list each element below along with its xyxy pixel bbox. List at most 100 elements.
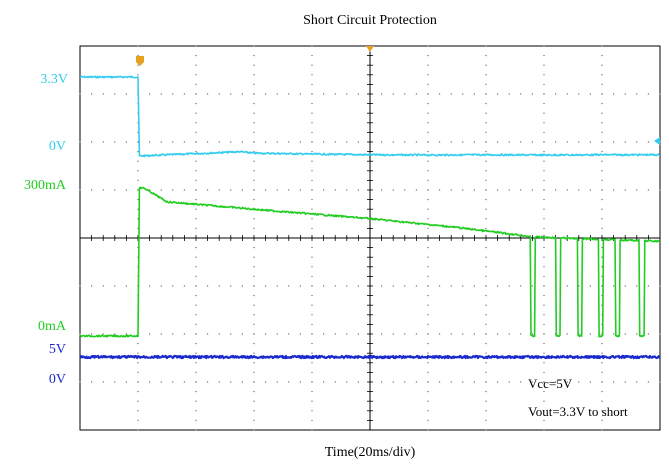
grid-dot [427,131,429,134]
grid-dot [496,93,499,95]
grid-dot [659,285,661,287]
grid-dot [543,122,545,124]
grid-dot [160,189,162,191]
grid-dot [125,381,128,383]
grid-dot [636,189,638,191]
grid-dot [195,208,197,210]
grid-dot [195,256,197,258]
grid-dot [647,381,650,383]
grid-dot [543,419,545,422]
grid-dot [508,189,510,191]
grid-dot [195,371,197,374]
grid-dot [346,189,348,191]
grid-dot [311,390,313,393]
trace-series-3 [79,354,661,360]
grid-dot [114,381,116,383]
grid-dot [276,93,278,95]
grid-dot [636,93,638,95]
grid-dot [218,189,220,191]
grid-dot [543,227,545,230]
grid-dot [543,246,545,249]
grid-dot [438,141,441,143]
grid-dot [473,141,476,143]
grid-dot [195,64,197,66]
grid-dot [288,141,290,143]
grid-dot [195,150,197,153]
grid-dot [172,333,174,335]
grid-dot [276,285,278,287]
grid-dot [508,93,510,95]
grid-dot [172,141,174,143]
grid-dot [90,285,93,287]
grid-dot [659,93,661,95]
grid-dot [612,189,615,191]
grid-dot [473,93,476,95]
grid-dot [647,189,650,191]
grid-dot [543,410,545,412]
grid-dot [636,381,638,383]
grid-dot [137,419,139,422]
grid-dot [137,371,139,374]
grid-dot [195,362,197,364]
grid-dot [253,246,255,249]
grid-dot [427,227,429,230]
grid-dot [357,285,360,287]
grid-dot [218,141,220,143]
grid-dot [334,93,336,95]
grid-dot [148,381,151,383]
grid-dot [578,93,580,95]
grid-dot [601,371,603,374]
grid-dot [601,381,603,383]
grid-dot [137,352,139,354]
grid-dot [427,74,429,76]
grid-dot [137,160,139,162]
grid-dot [520,381,522,383]
grid-dot [485,74,487,76]
grid-dot [253,304,255,306]
grid-dot [311,275,313,278]
grid-dot [601,227,603,230]
grid-dot [206,189,209,191]
grid-dot [601,102,603,105]
grid-dot [114,333,116,335]
grid-dot [462,333,464,335]
grid-dot [311,64,313,66]
grid-dot [195,160,197,162]
grid-dot [427,294,429,297]
grid-dot [357,381,360,383]
grid-dot [253,83,255,86]
grid-dot [346,333,348,335]
grid-dot [253,45,255,47]
grid-dot [485,150,487,153]
grid-dot [230,141,232,143]
grid-dot [438,189,441,191]
grid-dot [137,141,139,143]
grid-dot [601,170,603,172]
grid-dot [195,429,197,431]
grid-dot [601,410,603,412]
grid-dot [624,189,626,191]
grid-dot [601,83,603,86]
grid-dot [427,419,429,422]
grid-dot [485,83,487,86]
grid-dot [206,141,209,143]
grid-dot [601,246,603,249]
grid-dot [543,179,545,182]
grid-dot [612,333,615,335]
grid-dot [531,333,534,335]
grid-dot [450,285,452,287]
grid-dot [485,256,487,258]
grid-dot [253,333,255,335]
grid-dot [392,189,394,191]
grid-dot [612,141,615,143]
grid-dot [253,189,255,191]
grid-dot [230,93,232,95]
grid-dot [357,189,360,191]
grid-dot [125,285,128,287]
grid-dot [392,381,394,383]
grid-dot [404,141,406,143]
trigger-marker-icon [136,56,144,66]
grid-dot [253,323,255,326]
grid-dot [427,266,429,268]
grid-dot [601,429,603,431]
